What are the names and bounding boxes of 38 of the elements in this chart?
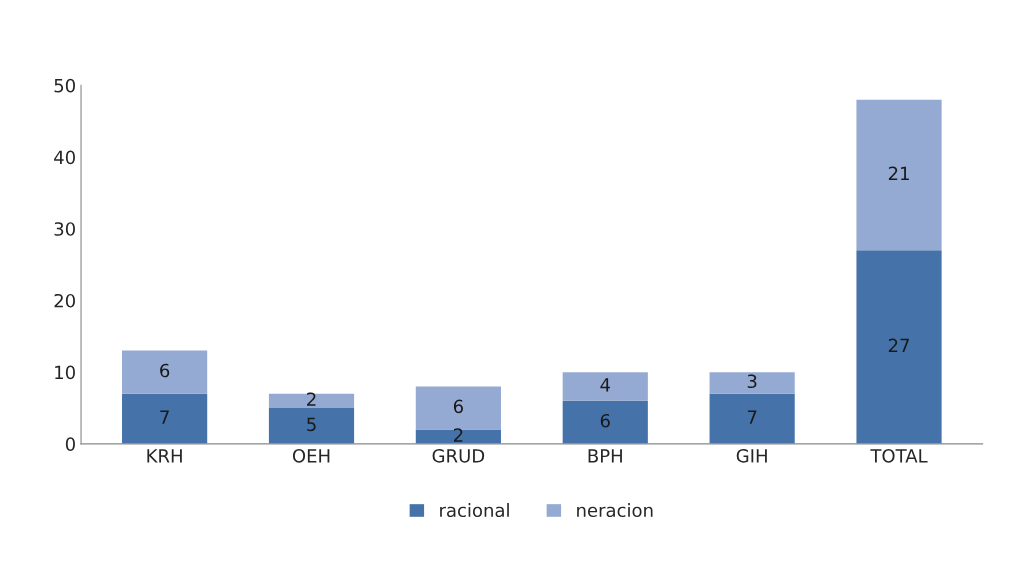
y-tick-label: 50 [54,78,75,93]
bar [562,400,648,444]
data-label: 7 [160,410,169,424]
y-tick-label: 10 [55,365,75,380]
bar [122,393,208,444]
bar [268,407,355,444]
y-tick-label: 30 [54,222,75,236]
bar [856,99,942,251]
y-tick-label: 0 [65,437,75,451]
bar [415,429,501,444]
x-tick-label: BPH [588,449,622,463]
bar [415,386,501,430]
data-label: 21 [888,166,909,180]
x-tick-label: KRH [147,449,182,463]
legend-label: neracion [577,503,653,518]
data-label: 7 [747,410,757,424]
y-tick-label: 40 [54,150,75,165]
bar [709,372,795,394]
bar [268,393,355,408]
data-label: 6 [600,413,610,428]
bar [562,372,648,401]
data-label: 6 [453,399,463,414]
y-tick-label: 20 [54,293,75,308]
x-tick-label: TOTAL [870,449,928,463]
data-label: 2 [307,392,316,406]
bar [122,350,208,394]
data-label: 27 [888,338,909,353]
data-label: 5 [307,417,316,432]
x-tick-label: GRUD [432,449,485,463]
bar [856,250,942,444]
x-tick-label: OEH [292,449,330,463]
legend-label: racional [440,503,509,518]
x-tick-label: GIH [736,449,767,463]
data-label: 4 [600,378,610,392]
data-label: 2 [453,428,463,442]
data-label: 3 [747,374,757,389]
data-label: 6 [160,363,170,378]
bar [709,393,795,444]
